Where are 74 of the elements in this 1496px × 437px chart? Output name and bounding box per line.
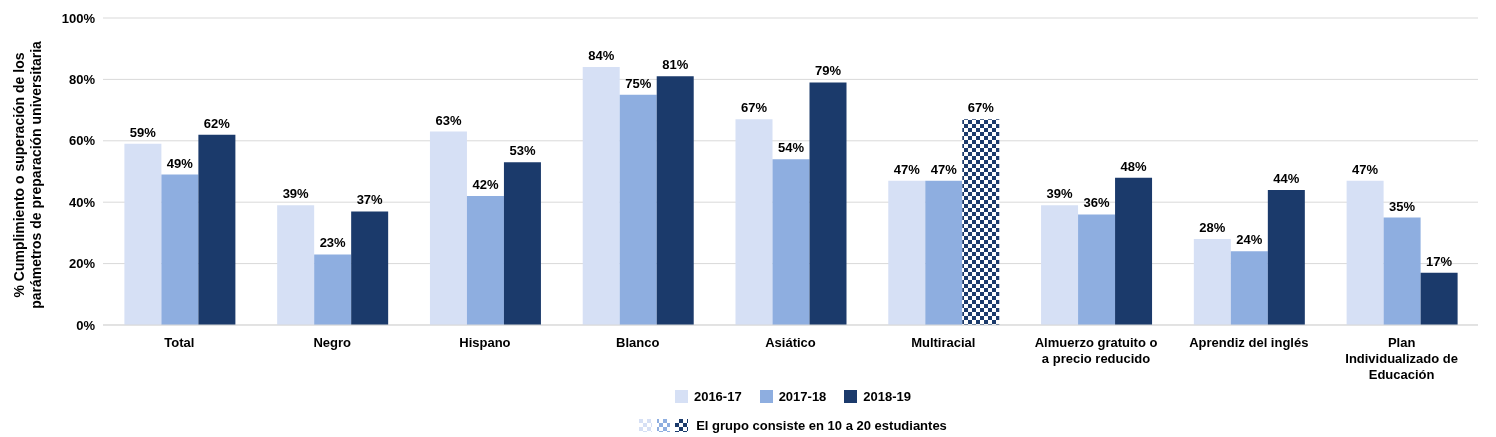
data-label: 53% (509, 143, 536, 159)
x-tick-label: Plan Individualizado de Educación (1345, 335, 1458, 382)
bar (161, 174, 199, 325)
y-tick-label: 80% (68, 72, 96, 88)
data-label: 79% (814, 63, 842, 79)
bar (1346, 180, 1384, 325)
bar (429, 131, 467, 325)
data-label: 44% (1273, 170, 1300, 186)
y-axis-title: % Cumplimiento o superación de los parámetros de preparación universitaria (11, 40, 45, 311)
data-label: 67% (740, 100, 768, 116)
x-tick-label: Almuerzo gratuito o a precio reducido (1034, 335, 1158, 366)
bar (314, 254, 352, 325)
x-tick-label: Asiático (765, 335, 816, 350)
y-tick-label: 100% (61, 10, 96, 26)
data-label: 28% (1199, 220, 1226, 236)
bar (888, 180, 926, 325)
bar (351, 211, 389, 325)
bar (1115, 177, 1153, 325)
data-label: 39% (1046, 186, 1073, 202)
bar (772, 159, 810, 325)
bar (1420, 272, 1458, 325)
data-label: 24% (1236, 232, 1263, 248)
bar (735, 119, 773, 325)
y-tick-label: 20% (68, 256, 96, 272)
legend-label: 2017-18 (777, 389, 827, 404)
data-label: 47% (893, 161, 921, 177)
data-label: 47% (1352, 161, 1379, 177)
bar (503, 162, 541, 325)
data-label: 81% (662, 57, 689, 73)
data-label: 63% (435, 112, 462, 128)
x-tick-label: Negro (313, 335, 351, 350)
x-tick-label: Aprendiz del inglés (1189, 335, 1309, 350)
data-label: 42% (472, 177, 499, 193)
bar (198, 134, 236, 325)
data-label: 59% (129, 124, 157, 140)
bar (1078, 214, 1116, 325)
data-label: 37% (356, 192, 384, 208)
data-label: 62% (203, 115, 231, 131)
y-tick-label: 40% (68, 194, 96, 210)
data-label: 35% (1389, 198, 1416, 214)
legend-label: 2018-19 (862, 389, 912, 404)
data-label: 17% (1426, 253, 1453, 269)
bar (962, 119, 1000, 325)
y-tick-label: 0% (76, 317, 96, 333)
bar (124, 143, 162, 325)
data-label: 39% (282, 186, 310, 202)
x-tick-label: Hispano (459, 335, 511, 350)
bar (1193, 239, 1231, 325)
bar (1230, 251, 1268, 325)
data-label: 23% (319, 235, 347, 251)
data-label: 48% (1120, 158, 1147, 174)
x-tick-label: Total (164, 335, 195, 350)
data-label: 67% (967, 100, 995, 116)
bar (925, 180, 963, 325)
bar (1267, 189, 1305, 325)
y-tick-label: 60% (68, 133, 96, 149)
data-label: 36% (1083, 195, 1110, 211)
data-label: 75% (625, 75, 652, 91)
bar (466, 196, 504, 325)
bar (582, 67, 620, 325)
bar (809, 82, 847, 325)
bar (1041, 205, 1079, 325)
data-label: 47% (930, 161, 958, 177)
data-label: 84% (588, 48, 615, 64)
legend-label: 2016-17 (692, 389, 742, 404)
text: El grupo consiste en 10 a 20 estudiantes (696, 418, 947, 433)
bar (1383, 217, 1421, 325)
bar (619, 94, 657, 325)
bar (656, 76, 694, 325)
bar (277, 205, 315, 325)
data-label: 54% (777, 140, 805, 156)
data-label: 49% (166, 155, 194, 171)
x-tick-label: Blanco (616, 335, 660, 350)
x-tick-label: Multiracial (911, 335, 976, 350)
